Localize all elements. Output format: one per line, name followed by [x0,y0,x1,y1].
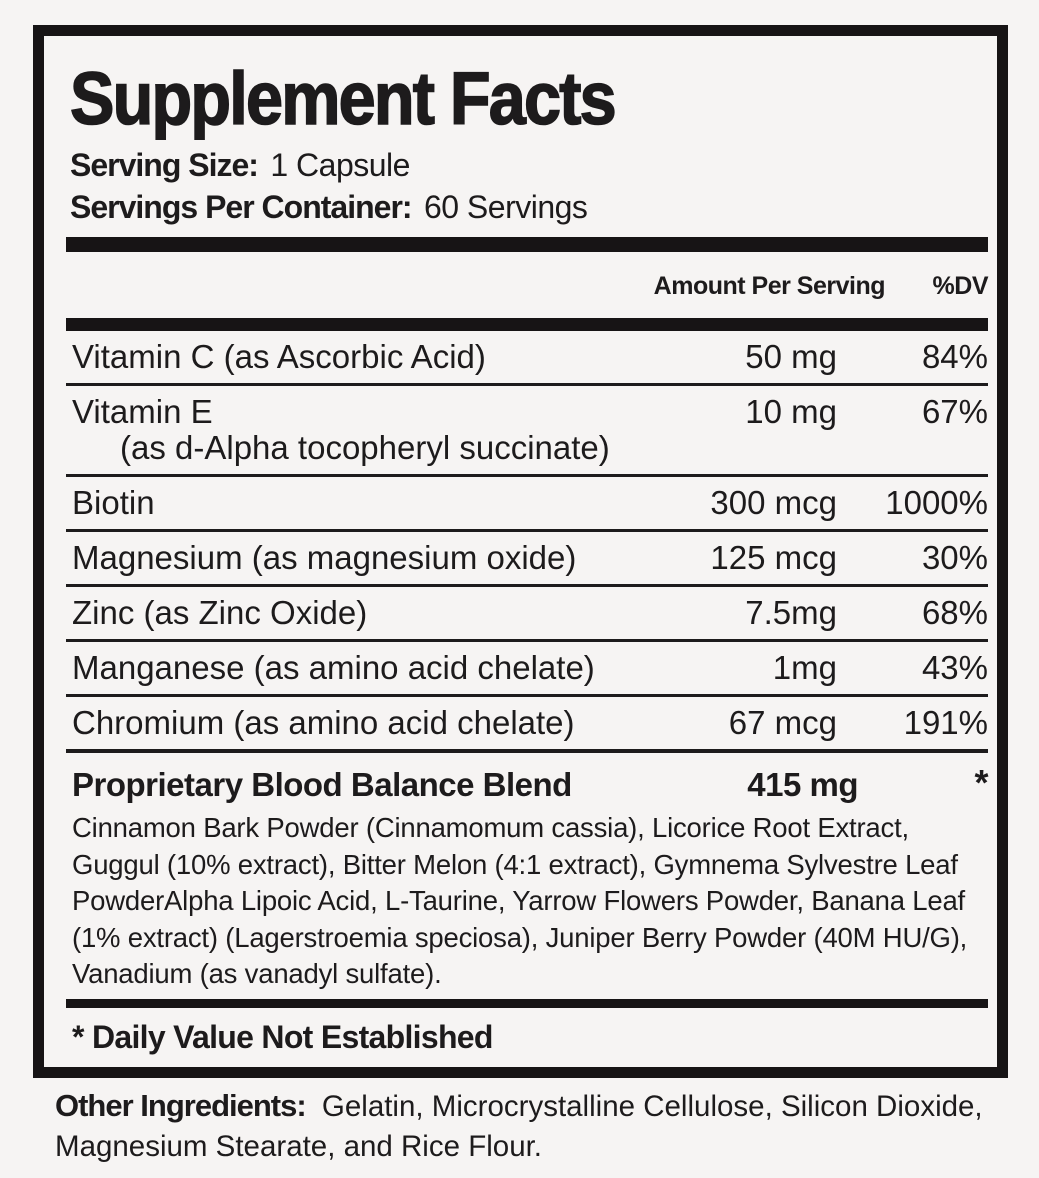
nutrient-row-chromium: Chromium (as amino acid chelate) 67 mcg … [66,697,988,753]
nutrient-dv: 68% [921,594,988,631]
nutrient-amount: 300 mcg [710,484,837,521]
nutrient-dv: 84% [921,338,988,375]
other-ingredients-label: Other Ingredients: [55,1088,307,1123]
servings-per-container-label: Servings Per Container: [70,189,413,225]
nutrient-row-vitamin-e: Vitamin E (as d-Alpha tocopheryl succina… [66,386,988,477]
nutrient-dv: 67% [921,393,988,430]
serving-size-label: Serving Size: [70,147,259,183]
nutrient-row-manganese: Manganese (as amino acid chelate) 1mg 43… [66,642,988,697]
nutrient-dv: 43% [921,649,988,686]
panel-content: Supplement Facts Serving Size: 1 Capsule… [44,36,997,1055]
supplement-facts-panel: Supplement Facts Serving Size: 1 Capsule… [33,25,1008,1078]
servings-per-container-value: 60 Servings [423,189,588,225]
nutrient-name-sub: (as d-Alpha tocopheryl succinate) [120,429,610,466]
divider-thick-top [66,237,988,252]
nutrient-row-magnesium: Magnesium (as magnesium oxide) 125 mcg 3… [66,532,988,587]
panel-title: Supplement Facts [69,57,617,140]
nutrient-name: Zinc (as Zinc Oxide) [72,594,368,631]
nutrient-amount: 125 mcg [710,539,837,576]
blend-row: Proprietary Blood Balance Blend 415 mg * [66,753,989,805]
divider-thick-columns [66,318,988,331]
nutrient-row-vitamin-c: Vitamin C (as Ascorbic Acid) 50 mg 84% [66,331,988,386]
blend-ingredients-text: Cinnamon Bark Powder (Cinnamomum cassia)… [72,812,968,989]
amount-per-serving-header: Amount Per Serving [653,272,886,300]
other-ingredients-value: Gelatin, Microcrystalline Cellulose, Sil… [55,1090,983,1163]
nutrient-row-zinc: Zinc (as Zinc Oxide) 7.5mg 68% [66,587,988,642]
column-header-row: Amount Per Serving %DV [66,252,989,318]
nutrient-amount: 67 mcg [728,704,837,741]
nutrient-name: Chromium (as amino acid chelate) [72,704,575,741]
nutrient-name-main: Vitamin E [72,393,213,430]
serving-size-value: 1 Capsule [270,147,410,183]
nutrient-name: Magnesium (as magnesium oxide) [72,539,577,576]
nutrient-amount: 7.5mg [745,594,837,631]
nutrient-name: Vitamin E (as d-Alpha tocopheryl succina… [72,394,662,466]
nutrient-name: Biotin [72,484,155,521]
nutrient-dv: 30% [921,539,988,576]
nutrient-amount: 10 mg [745,393,837,430]
other-ingredients-line: Other Ingredients: Gelatin, Microcrystal… [55,1086,990,1167]
daily-value-footnote: * Daily Value Not Established [72,1018,493,1055]
blend-amount: 415 mg [747,766,858,803]
divider-footnote [66,998,988,1008]
nutrient-name: Manganese (as amino acid chelate) [72,649,595,686]
serving-size-line: Serving Size: 1 Capsule [70,146,988,184]
percent-dv-header: %DV [932,272,989,300]
nutrient-amount: 1mg [772,649,837,686]
nutrient-rows: Vitamin C (as Ascorbic Acid) 50 mg 84% V… [66,331,989,993]
blend-name: Proprietary Blood Balance Blend [72,766,572,803]
nutrient-name: Vitamin C (as Ascorbic Acid) [72,338,486,375]
nutrient-row-biotin: Biotin 300 mcg 1000% [66,477,988,532]
nutrient-dv: 1000% [885,484,988,521]
blend-dv-asterisk: * [974,762,988,803]
nutrient-amount: 50 mg [745,338,837,375]
nutrient-dv: 191% [903,704,988,741]
servings-per-container-line: Servings Per Container: 60 Servings [70,188,988,226]
